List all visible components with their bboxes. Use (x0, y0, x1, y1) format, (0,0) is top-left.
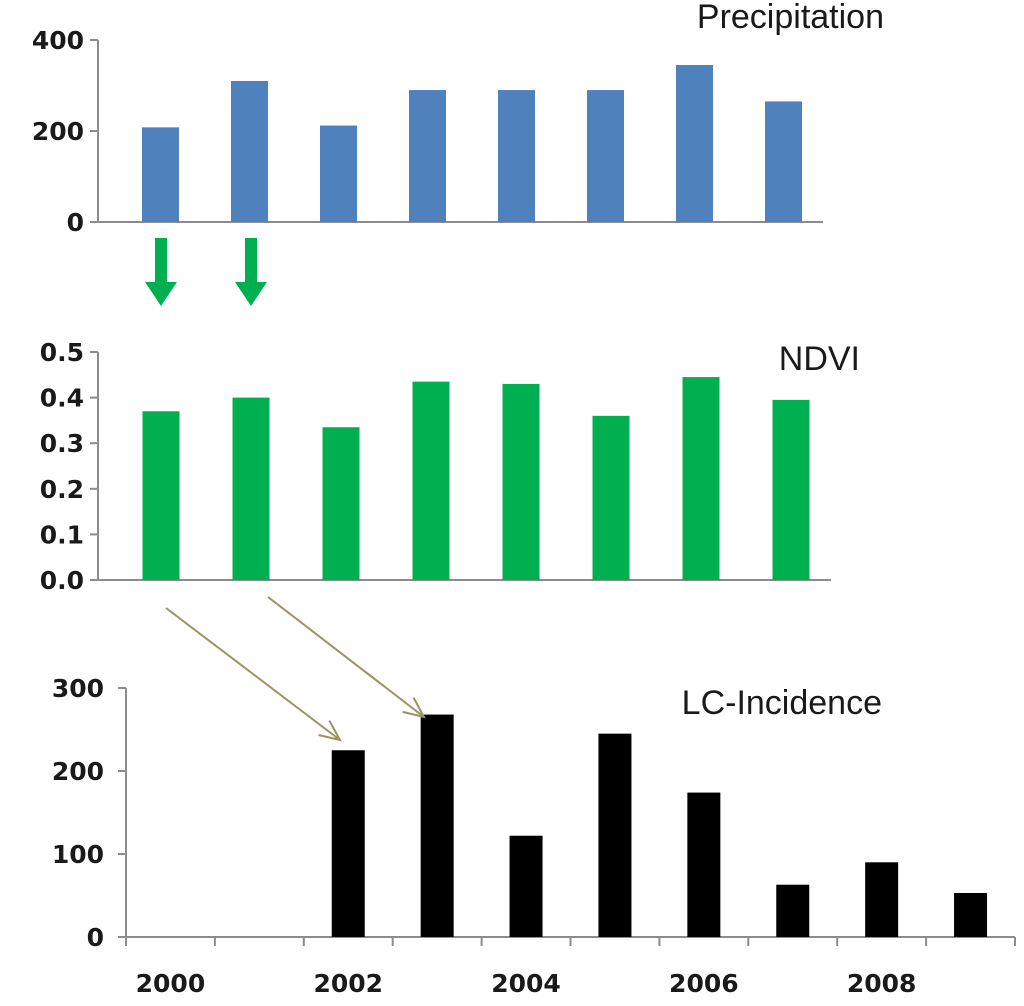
bar-2009 (954, 893, 988, 937)
y-tick-label: 0.4 (40, 384, 84, 413)
y-tick-label: 100 (52, 840, 104, 869)
y-tick-label: 0 (67, 208, 84, 237)
bar-2003 (420, 714, 454, 937)
bar-2003 (409, 90, 446, 222)
y-tick-label: 0.1 (40, 520, 84, 549)
x-tick-label: 2002 (313, 969, 383, 998)
bar-2007 (776, 884, 810, 937)
y-tick-label: 400 (32, 26, 84, 55)
green-down-arrow-1 (145, 238, 177, 306)
x-tick-label: 2000 (136, 969, 206, 998)
green-down-arrow-2 (235, 238, 267, 306)
bar-2008 (865, 862, 899, 937)
bar-2002 (322, 427, 360, 580)
chart-title: LC-Incidence (682, 684, 882, 722)
annotation-arrows (145, 238, 426, 742)
y-tick-label: 0.0 (40, 566, 84, 595)
bar-2003 (412, 381, 450, 580)
x-tick-label: 2004 (491, 969, 561, 998)
y-tick-label: 0 (87, 923, 104, 952)
y-tick-label: 200 (32, 117, 84, 146)
bar-2000 (142, 411, 180, 580)
y-tick-label: 0.5 (40, 338, 84, 367)
y-tick-label: 0.3 (40, 429, 84, 458)
bar-2001 (232, 397, 270, 580)
link-arrow-2-head (402, 697, 426, 719)
chart-title: NDVI (779, 340, 860, 378)
bar-2005 (592, 415, 630, 580)
y-tick-label: 200 (52, 757, 104, 786)
lc-incidence-chart: 0 100 200 300 2000 2002 2004 2006 2008 LC-Inciden… (52, 674, 1016, 998)
precipitation-chart: 0 200 400 Precipitation (32, 0, 884, 237)
bar-2002 (320, 125, 357, 222)
bar-2007 (765, 101, 802, 222)
link-arrow-1-head (318, 720, 342, 742)
bar-2001 (231, 80, 268, 222)
bar-2002 (331, 750, 365, 937)
y-tick-label: 0.2 (40, 475, 84, 504)
ndvi-chart: 0.0 0.1 0.2 0.3 0.4 0.5 NDVI (40, 338, 860, 595)
y-tick-label: 300 (52, 674, 104, 703)
bar-2004 (509, 835, 543, 937)
bar-2004 (498, 90, 535, 222)
chart-title: Precipitation (697, 0, 884, 36)
bar-2004 (502, 383, 540, 580)
bar-2007 (772, 399, 810, 580)
bar-2006 (682, 377, 720, 580)
x-tick-label: 2008 (847, 969, 917, 998)
x-tick-label: 2006 (669, 969, 739, 998)
bar-2000 (142, 127, 179, 222)
link-arrow-1 (165, 607, 341, 741)
link-arrow-2 (267, 596, 425, 718)
bar-2006 (676, 65, 713, 223)
bar-2005 (587, 90, 624, 222)
bar-2006 (687, 792, 721, 937)
bar-2005 (598, 733, 632, 937)
